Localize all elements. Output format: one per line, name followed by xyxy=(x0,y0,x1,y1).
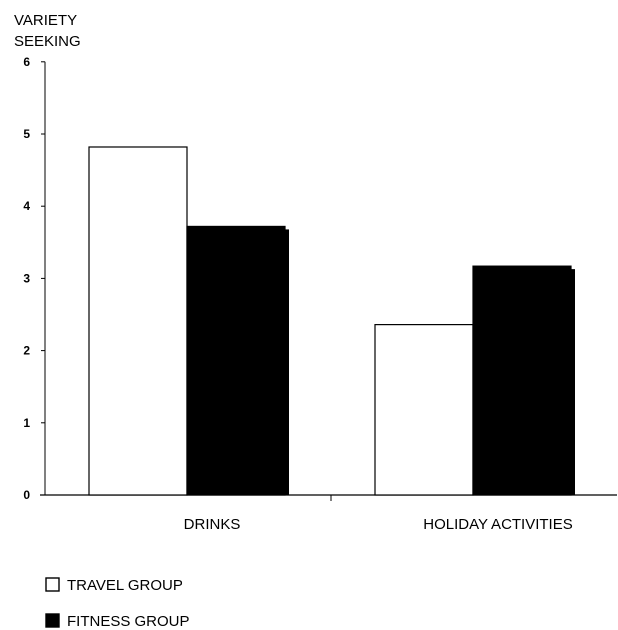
y-tick-label: 6 xyxy=(23,55,30,69)
y-tick-label: 0 xyxy=(23,488,30,502)
y-tick-label: 1 xyxy=(23,416,30,430)
bar-travel-group-drinks xyxy=(88,146,188,496)
legend-label: TRAVEL GROUP xyxy=(67,577,183,594)
bar-travel-group-holiday-activities xyxy=(374,324,474,496)
plot-area: 0 1 2 3 4 5 6 DRINKS HOLIDAY ACTIVITIES xyxy=(23,55,617,533)
y-tick-label: 5 xyxy=(23,127,30,141)
y-axis-label-line-2: SEEKING xyxy=(14,33,81,50)
x-category-label: DRINKS xyxy=(184,516,241,533)
bar-fitness-group-holiday-activities xyxy=(472,265,572,496)
legend-swatch xyxy=(45,577,60,592)
legend-label: FITNESS GROUP xyxy=(67,613,190,630)
x-category-label: HOLIDAY ACTIVITIES xyxy=(423,516,573,533)
legend-swatch xyxy=(45,613,60,628)
y-tick-label: 2 xyxy=(23,344,30,358)
legend: TRAVEL GROUP FITNESS GROUP xyxy=(45,577,190,630)
y-tick-label: 3 xyxy=(23,271,30,285)
y-axis-label-line-1: VARIETY xyxy=(14,12,77,29)
bar-fitness-group-drinks xyxy=(186,225,286,496)
y-tick-label: 4 xyxy=(23,199,30,213)
